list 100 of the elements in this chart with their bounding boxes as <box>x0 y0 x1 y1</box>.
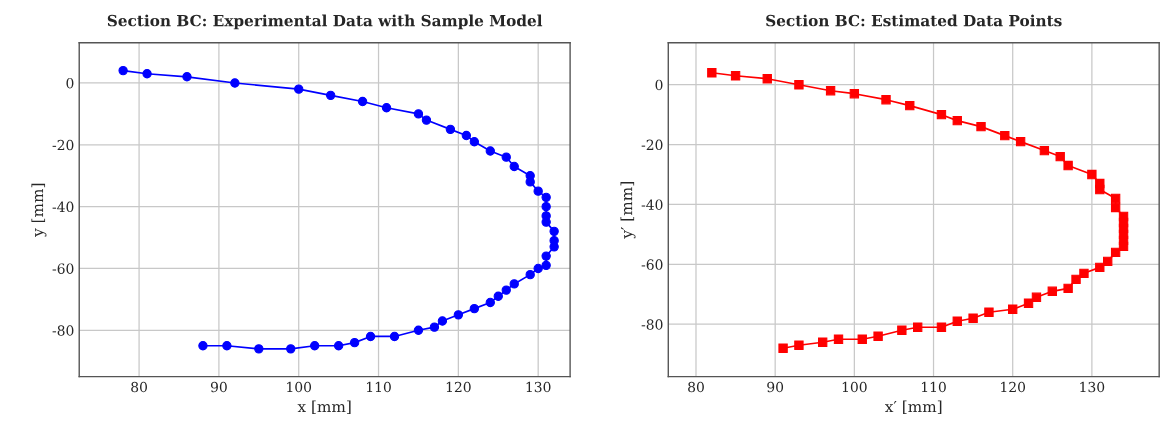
point <box>118 65 128 76</box>
point <box>794 80 804 90</box>
y-tick-label: -40 <box>52 201 74 213</box>
point <box>1071 274 1081 285</box>
point <box>429 322 440 332</box>
point <box>541 192 551 203</box>
point <box>873 331 883 341</box>
point <box>849 89 860 99</box>
x-tick-label: 90 <box>210 381 227 393</box>
point <box>1118 241 1129 252</box>
point <box>333 341 344 351</box>
x-tick-label: 110 <box>921 381 946 393</box>
point <box>469 137 480 147</box>
point <box>905 100 915 111</box>
point <box>952 316 962 326</box>
point <box>936 322 947 332</box>
point <box>310 341 320 351</box>
y-tick-label: -60 <box>52 263 74 274</box>
point <box>762 74 772 84</box>
point <box>549 242 559 252</box>
y-axis-title: y′ [mm] <box>620 182 636 239</box>
point <box>952 115 962 126</box>
x-tick-label: 120 <box>1001 381 1026 393</box>
y-tick-label: -20 <box>641 139 663 151</box>
point <box>825 86 836 96</box>
point <box>794 340 804 350</box>
point <box>509 279 519 289</box>
point <box>1110 247 1121 258</box>
point <box>1055 151 1065 162</box>
y-tick-label: 0 <box>655 79 663 91</box>
x-axis-title: x′ [mm] <box>885 400 942 415</box>
y-tick-label: 0 <box>66 77 74 89</box>
point <box>453 310 464 320</box>
point <box>461 130 472 141</box>
point <box>525 177 535 187</box>
point <box>1110 202 1121 213</box>
point <box>485 146 495 156</box>
point <box>501 285 511 295</box>
point <box>1095 184 1105 195</box>
point <box>1063 160 1073 171</box>
point <box>778 343 788 353</box>
point <box>525 269 535 280</box>
point <box>230 78 240 88</box>
point <box>198 341 208 351</box>
x-tick-label: 110 <box>366 381 391 393</box>
chart-title: Section BC: Experimental Data with Sample Model <box>107 14 543 30</box>
point <box>1023 298 1034 308</box>
point <box>254 344 264 354</box>
point <box>936 109 947 120</box>
x-tick-label: 130 <box>1080 381 1105 393</box>
y-axis-title: y [mm] <box>31 183 47 237</box>
point <box>1031 292 1042 302</box>
point <box>1000 130 1010 141</box>
point <box>881 95 891 105</box>
point <box>1015 136 1026 147</box>
point <box>1079 268 1089 279</box>
y-tick-label: -80 <box>52 325 74 336</box>
point <box>817 337 828 347</box>
point <box>413 325 424 335</box>
point <box>549 226 559 237</box>
x-tick-label: 80 <box>688 381 704 393</box>
point <box>389 331 400 342</box>
point <box>1087 169 1097 180</box>
point <box>501 152 511 162</box>
point <box>976 121 986 132</box>
point <box>541 260 551 271</box>
point <box>182 72 192 82</box>
x-tick-label: 120 <box>446 381 471 393</box>
x-tick-label: 100 <box>842 381 867 393</box>
point <box>445 124 456 135</box>
point <box>897 325 907 335</box>
y-tick-label: -80 <box>641 319 663 330</box>
chart-title: Section BC: Estimated Data Points <box>766 14 1062 27</box>
point <box>142 69 152 79</box>
point <box>968 313 978 323</box>
point <box>485 297 495 308</box>
point <box>984 307 994 317</box>
y-tick-label: -20 <box>52 139 74 151</box>
point <box>541 201 551 212</box>
y-tick-label: -40 <box>641 199 663 210</box>
point <box>707 68 717 78</box>
point <box>365 331 376 342</box>
point <box>833 334 844 344</box>
point <box>381 103 392 113</box>
point <box>730 71 741 81</box>
point <box>533 263 543 274</box>
point <box>509 161 519 172</box>
point <box>357 96 368 107</box>
point <box>1063 283 1073 293</box>
y-tick-label: -60 <box>641 259 663 270</box>
point <box>413 109 424 119</box>
point <box>1047 286 1057 296</box>
point <box>421 115 432 125</box>
point <box>222 341 232 351</box>
point <box>541 251 551 261</box>
point <box>294 84 304 94</box>
point <box>437 316 448 326</box>
x-tick-label: 80 <box>131 381 147 393</box>
point <box>325 90 336 101</box>
x-tick-label: 130 <box>526 381 551 393</box>
